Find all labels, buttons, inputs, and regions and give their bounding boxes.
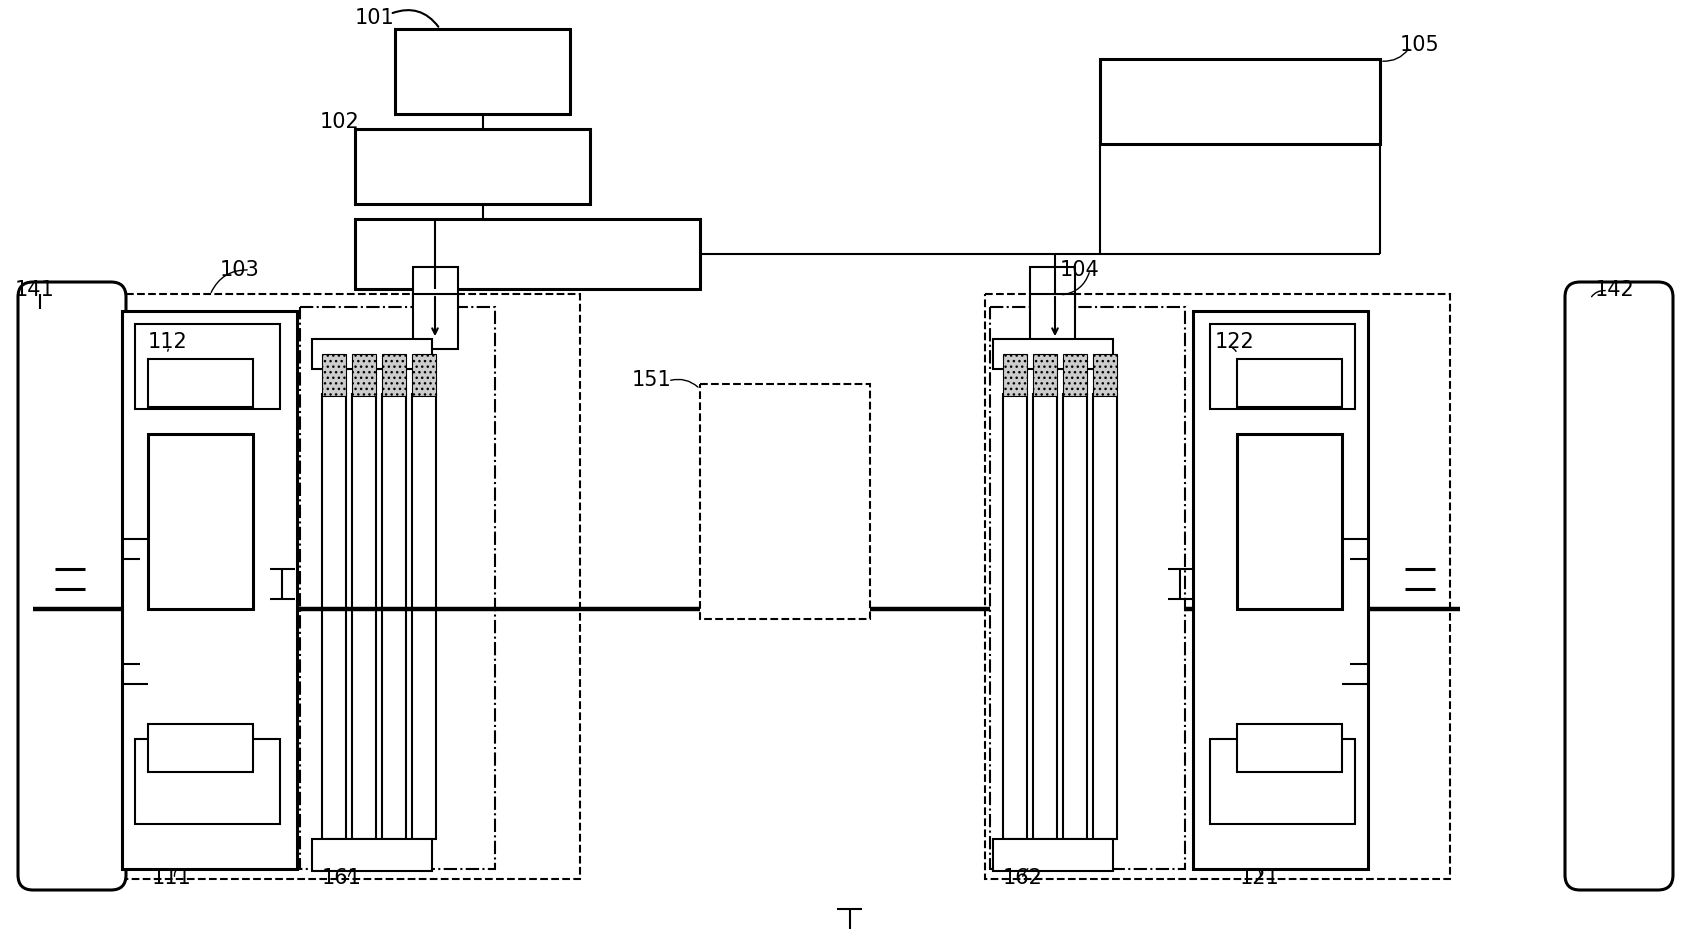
Bar [1092,395,1118,839]
Text: 112: 112 [149,331,188,352]
Bar [396,30,570,115]
Bar [1211,739,1354,824]
Bar [321,395,347,839]
Bar [1030,268,1075,308]
Bar [1238,434,1343,609]
Bar [413,268,458,308]
Bar [299,308,495,869]
Text: 141: 141 [15,280,54,300]
Bar [313,839,431,871]
Text: 104: 104 [1060,259,1099,280]
Text: 142: 142 [1595,280,1635,300]
Bar [352,355,375,397]
Bar [149,359,254,407]
FancyBboxPatch shape [19,283,127,890]
Bar [1003,355,1026,397]
Bar [1064,395,1087,839]
Text: 105: 105 [1400,35,1439,55]
Text: 151: 151 [632,370,671,389]
Bar [984,295,1449,879]
Bar [135,739,281,824]
Text: 122: 122 [1216,331,1255,352]
Bar [135,325,281,410]
Bar [1064,355,1087,397]
Bar [352,395,375,839]
Bar [149,434,254,609]
Bar [1101,60,1380,145]
Bar [1092,355,1118,397]
Text: 103: 103 [220,259,260,280]
Bar [313,340,431,370]
Bar [1030,295,1075,350]
Text: 121: 121 [1240,867,1280,887]
Bar [989,308,1185,869]
Bar [355,220,700,289]
FancyBboxPatch shape [1564,283,1672,890]
Text: 111: 111 [152,867,191,887]
Bar [1238,724,1343,772]
Bar [382,395,406,839]
Text: 102: 102 [320,112,360,132]
Bar [1003,395,1026,839]
Bar [413,395,436,839]
Bar [115,295,580,879]
Bar [993,839,1113,871]
Bar [355,130,590,205]
Text: 162: 162 [1003,867,1043,887]
Bar [321,355,347,397]
Bar [1192,312,1368,869]
Bar [1033,395,1057,839]
Bar [382,355,406,397]
Bar [700,385,869,620]
Bar [413,295,458,350]
Bar [1238,359,1343,407]
Bar [1211,325,1354,410]
Text: 161: 161 [321,867,362,887]
Bar [1033,355,1057,397]
Bar [122,312,298,869]
Bar [413,355,436,397]
Bar [149,724,254,772]
Bar [993,340,1113,370]
Text: 101: 101 [355,8,394,28]
